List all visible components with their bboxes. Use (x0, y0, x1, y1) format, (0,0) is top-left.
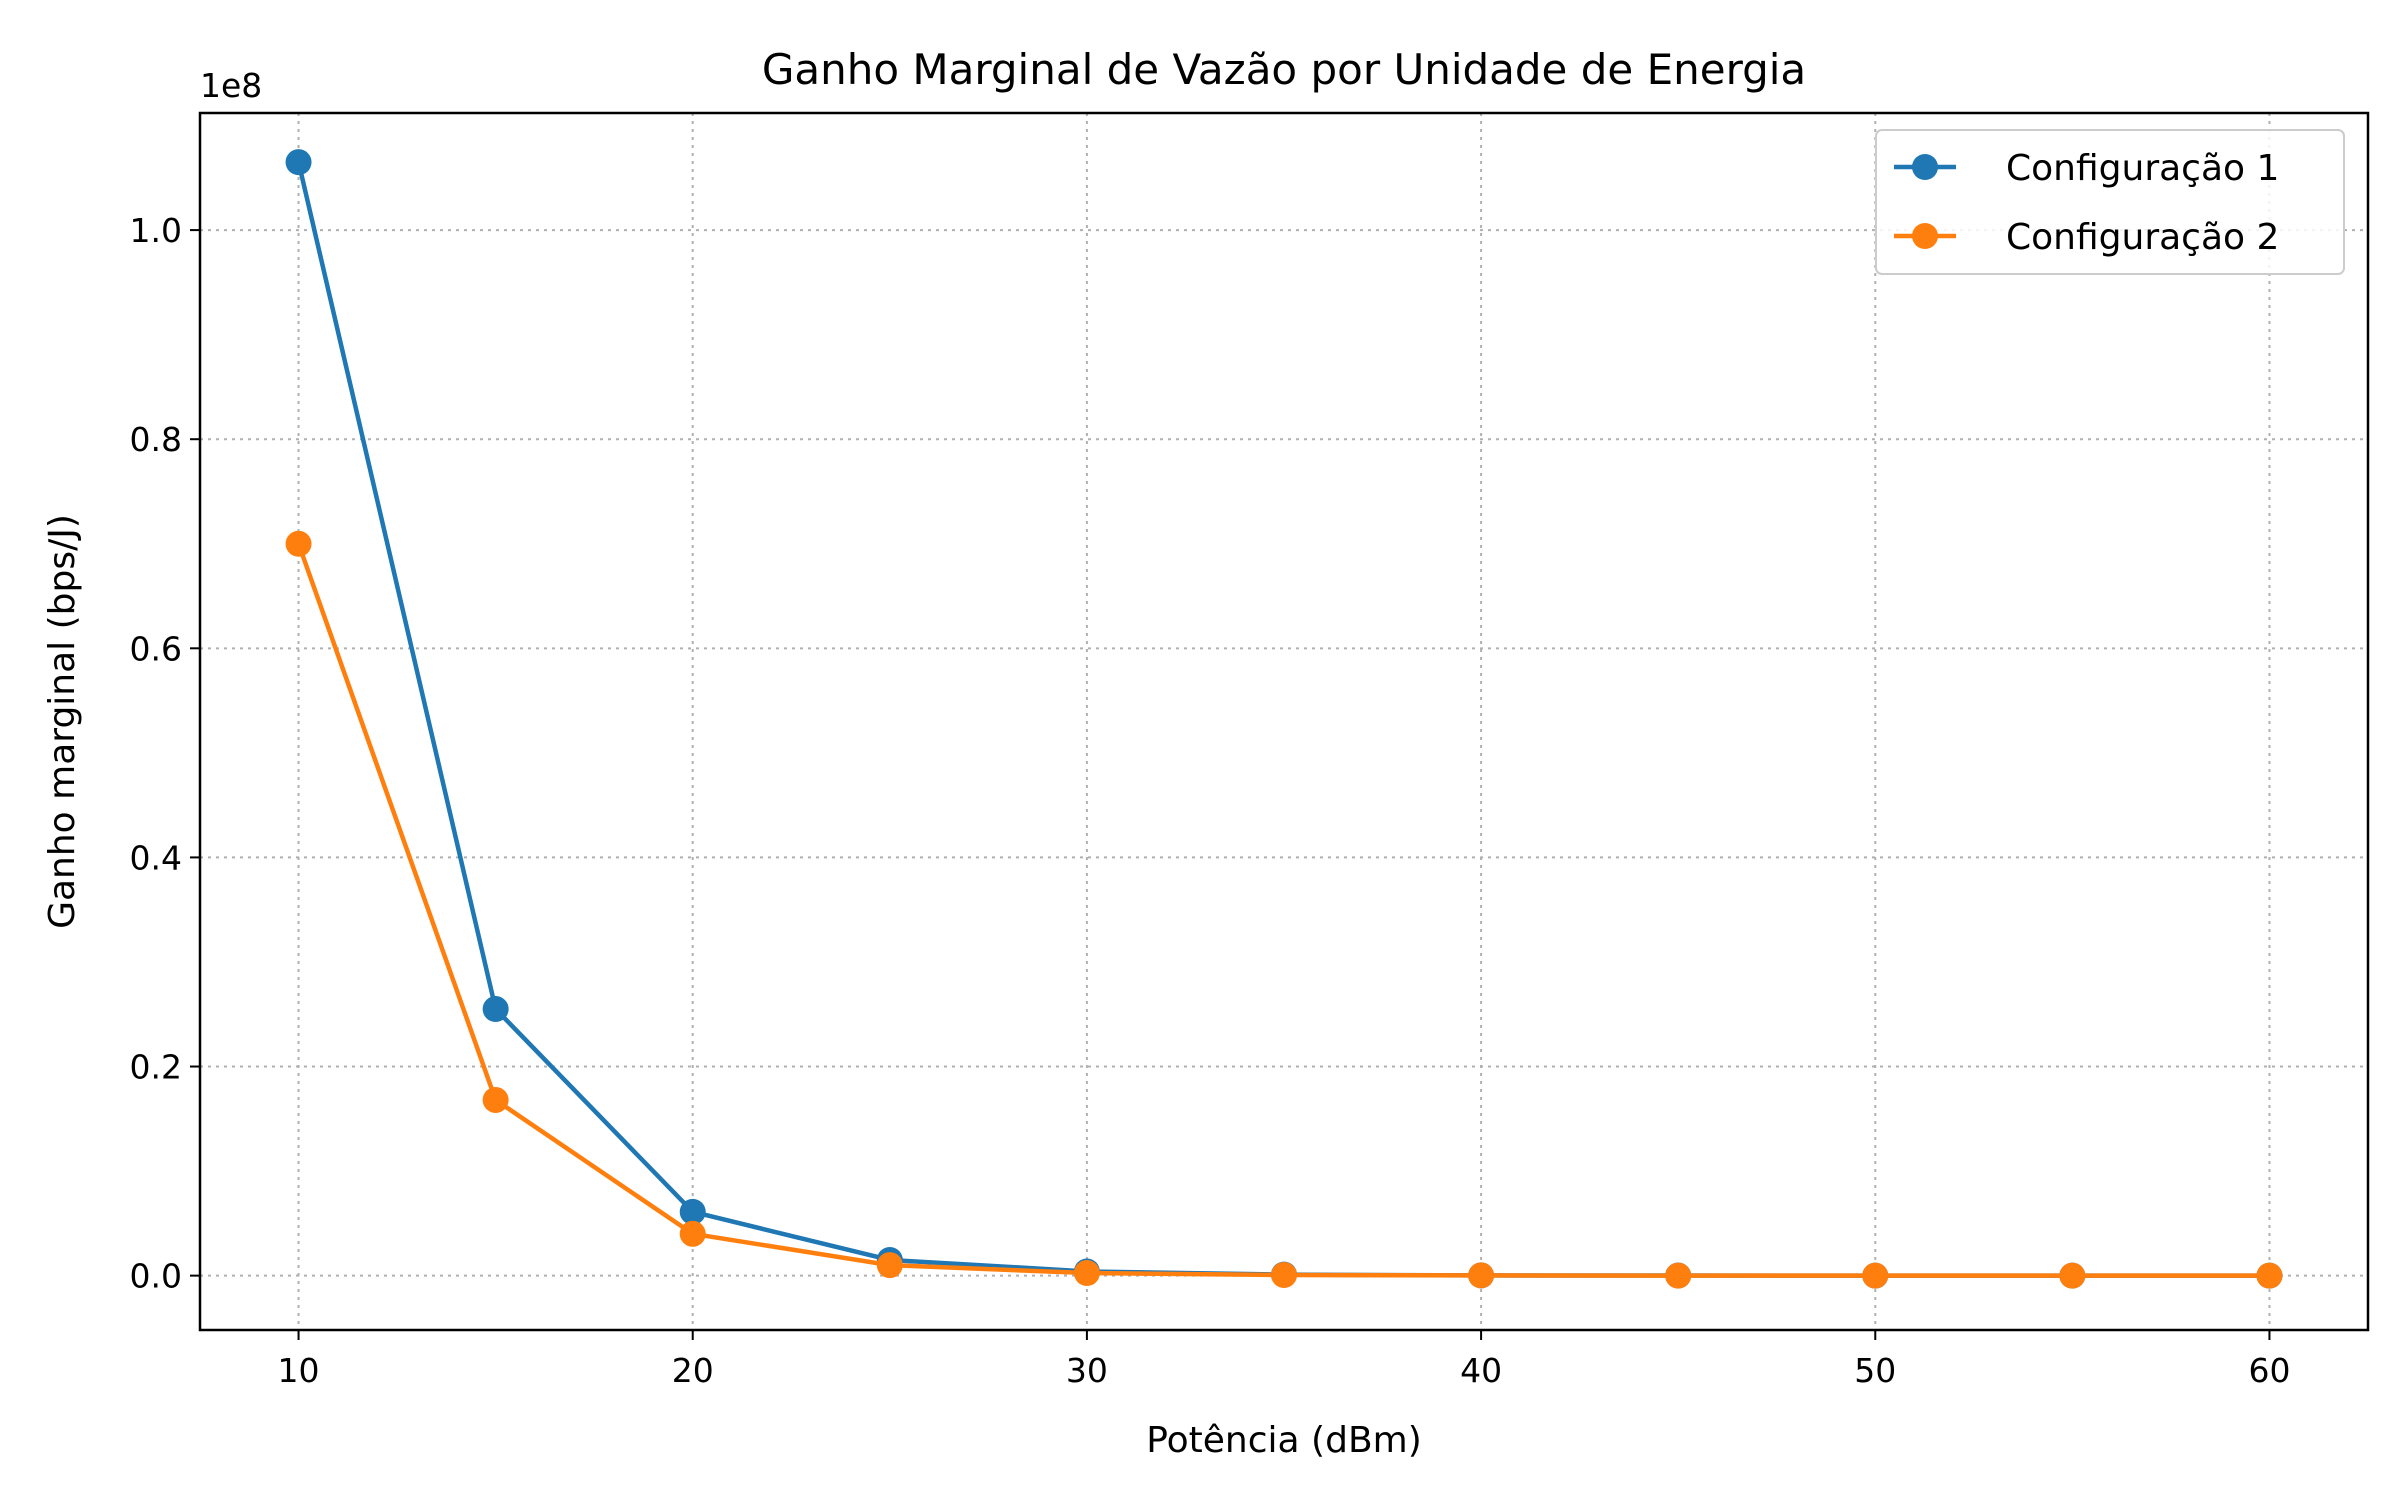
data-point (482, 996, 509, 1023)
x-tick-label: 20 (672, 1351, 714, 1390)
x-tick-label: 60 (2248, 1351, 2290, 1390)
y-tick-label: 0.4 (130, 838, 182, 877)
legend-label: Configuração 1 (2006, 148, 2279, 189)
data-point (2059, 1262, 2086, 1289)
x-tick-label: 40 (1460, 1351, 1502, 1390)
data-point (876, 1252, 903, 1279)
legend-box (1875, 129, 2345, 275)
y-axis-offset-label: 1e8 (200, 66, 262, 105)
chart-title: Ganho Marginal de Vazão por Unidade de E… (762, 45, 1806, 94)
data-point (482, 1086, 509, 1113)
legend-marker (1912, 154, 1938, 180)
grid (200, 113, 2368, 1330)
data-point (1468, 1262, 1495, 1289)
y-tick-label: 0.2 (130, 1048, 182, 1087)
series-line (296, 543, 2270, 1278)
data-point (679, 1220, 706, 1247)
legend: Configuração 1 Configuração 2 (1875, 129, 2345, 275)
data-point (1271, 1262, 1297, 1289)
y-tick-label: 1.0 (130, 211, 182, 250)
legend-item: Configuração 1 (1894, 148, 2279, 189)
y-tick-label: 0.6 (130, 629, 182, 668)
series-line (296, 161, 2270, 1278)
ticks: 10 20 30 40 50 60 0.0 0.2 0.4 0.6 0.8 1.0 (130, 211, 2291, 1390)
data-point (285, 530, 312, 557)
x-tick-label: 10 (278, 1351, 320, 1390)
x-axis-label: Potência (dBm) (1146, 1420, 1422, 1461)
y-axis-label: Ganho marginal (bps/J) (42, 514, 83, 929)
legend-marker (1912, 223, 1938, 249)
series-layer (285, 149, 2283, 1289)
data-point (285, 149, 312, 176)
data-point (2256, 1262, 2283, 1289)
y-tick-label: 0.0 (130, 1257, 182, 1296)
legend-item: Configuração 2 (1894, 217, 2279, 258)
data-point (1073, 1260, 1100, 1287)
x-tick-label: 50 (1854, 1351, 1896, 1390)
plot-frame (198, 111, 2370, 1332)
data-point (679, 1198, 706, 1225)
series-2 (285, 530, 2283, 1289)
y-tick-label: 0.8 (130, 420, 182, 459)
data-point (1862, 1262, 1889, 1289)
x-tick-label: 30 (1066, 1351, 1108, 1390)
series-1 (285, 149, 2283, 1289)
data-point (1665, 1262, 1692, 1289)
legend-label: Configuração 2 (2006, 217, 2279, 258)
